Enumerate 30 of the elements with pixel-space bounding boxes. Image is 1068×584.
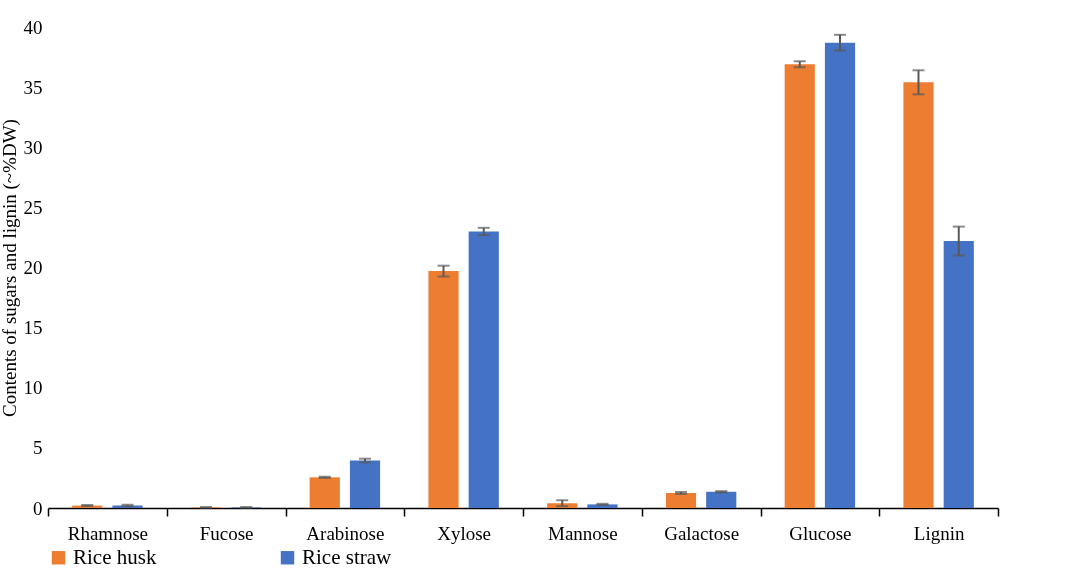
y-tick-label: 25 [23,196,43,218]
y-tick-label: 40 [23,16,43,38]
x-tick-label: Lignin [913,522,965,544]
y-tick-label: 35 [23,76,43,98]
x-tick-label: Galactose [664,522,740,544]
y-tick-label: 5 [33,437,43,459]
legend-label: Rice husk [73,544,157,569]
bar [943,241,974,508]
bar [428,271,459,508]
bar [665,492,697,508]
x-tick-label: Fucose [199,522,254,544]
bar [903,82,934,508]
y-tick-label: 20 [23,257,43,278]
y-tick-label: 10 [23,377,43,399]
bar [309,477,340,508]
x-tick-label: Arabinose [306,522,385,544]
x-tick-label: Rhamnose [67,522,148,544]
x-tick-label: Glucose [789,522,852,544]
bar [784,64,815,508]
y-tick-label: 0 [33,497,43,519]
x-tick-label: Mannose [548,522,618,544]
bar [349,460,381,508]
y-tick-label: 15 [23,317,43,339]
bar [468,231,499,508]
x-tick-label: Xylose [437,522,492,544]
y-axis-title: Contents of sugars and lignin (~%DW) [0,119,21,417]
legend-label: Rice straw [302,544,393,569]
bar [824,42,856,508]
bar [706,491,737,508]
y-tick-label: 30 [23,136,43,158]
